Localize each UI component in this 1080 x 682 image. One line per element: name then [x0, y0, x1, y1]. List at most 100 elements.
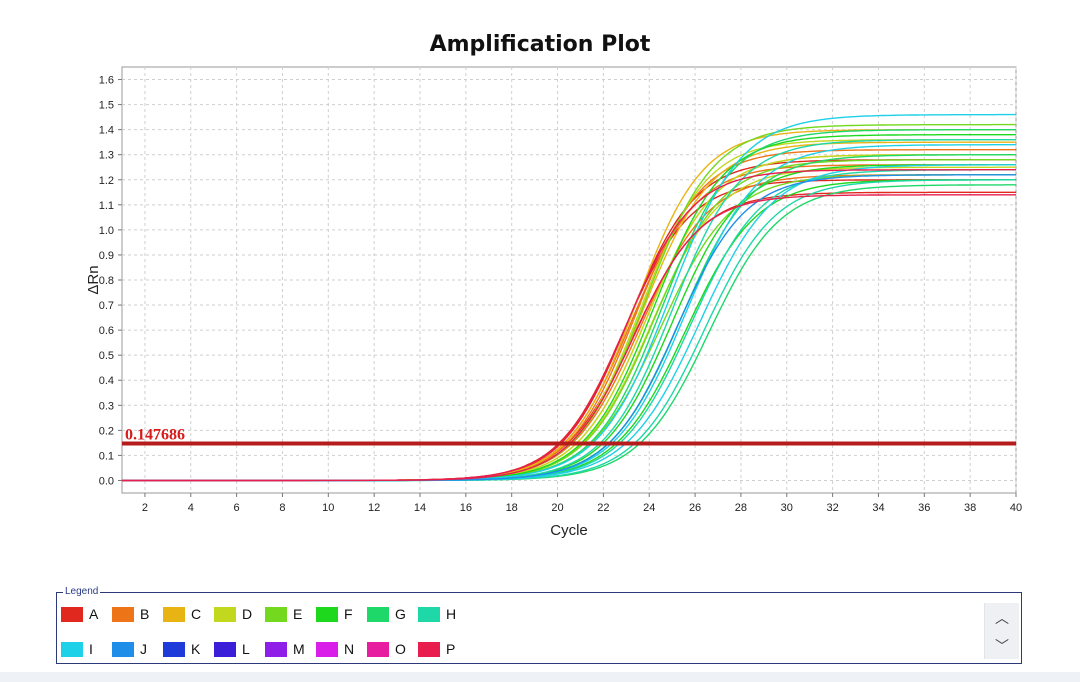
x-tick-label: 6: [234, 502, 240, 514]
legend-swatch: [418, 606, 440, 622]
legend-label: M: [293, 641, 305, 657]
legend-swatch: [367, 641, 389, 657]
y-tick-label: 1.6: [99, 75, 114, 87]
legend-item-c[interactable]: C: [163, 605, 214, 623]
legend-swatch: [112, 606, 134, 622]
legend-item-m[interactable]: M: [265, 640, 316, 658]
legend-swatch: [163, 641, 185, 657]
legend-swatch: [214, 641, 236, 657]
gridlines: [122, 67, 1017, 493]
legend-item-g[interactable]: G: [367, 605, 418, 623]
legend-title: Legend: [63, 585, 101, 599]
threshold-label: 0.147686: [125, 426, 185, 443]
y-tick-label: 1.0: [99, 225, 114, 237]
y-tick-label: 0.4: [99, 375, 114, 387]
legend-item-l[interactable]: L: [214, 640, 265, 658]
legend-item-a[interactable]: A: [61, 605, 112, 623]
x-tick-label: 2: [142, 502, 148, 514]
x-axis-label: Cycle: [550, 522, 588, 539]
y-tick-label: 1.1: [99, 200, 114, 212]
legend-swatch: [214, 606, 236, 622]
legend-item-j[interactable]: J: [112, 640, 163, 658]
x-tick-label: 26: [689, 502, 701, 514]
amplification-curves: [122, 113, 1016, 482]
legend-label: K: [191, 641, 201, 657]
legend-swatch: [367, 606, 389, 622]
legend-label: L: [242, 641, 250, 657]
x-tick-label: 28: [735, 502, 747, 514]
x-tick-label: 14: [414, 502, 426, 514]
threshold-group: 0.147686: [122, 426, 1016, 446]
x-tick-label: 10: [322, 502, 334, 514]
x-tick-label: 40: [1010, 502, 1022, 514]
legend-item-i[interactable]: I: [61, 640, 112, 658]
legend-item-d[interactable]: D: [214, 605, 265, 623]
legend-item-p[interactable]: P: [418, 640, 469, 658]
y-tick-label: 0.5: [99, 350, 114, 362]
x-tick-label: 32: [826, 502, 838, 514]
chevron-up-icon[interactable]: ︿: [995, 610, 1009, 626]
legend-swatch: [112, 641, 134, 657]
y-axis-ticks: 0.0 0.1 0.2 0.3 0.4 0.5 0.6 0.7 0.8 0.9 1.0 1.1 1.2 1…: [99, 75, 122, 487]
chevron-down-icon[interactable]: ﹀: [995, 638, 1009, 654]
legend-row: A B C D E F G H: [61, 605, 469, 623]
chart-title: Amplification Plot: [430, 32, 651, 57]
legend-label: A: [89, 606, 99, 622]
legend-swatch: [265, 606, 287, 622]
x-tick-label: 8: [279, 502, 285, 514]
legend-label: B: [140, 606, 150, 622]
legend-label: D: [242, 606, 253, 622]
legend-swatch: [265, 641, 287, 657]
amplification-plot-chart: Amplification Plot 0.147686 2 4 6 8 10 12 14 16…: [85, 32, 1022, 539]
x-tick-label: 16: [460, 502, 472, 514]
y-tick-label: 1.4: [99, 125, 114, 137]
footer-bar: [0, 672, 1080, 682]
legend-scrollbar[interactable]: ︿ ﹀: [984, 603, 1019, 659]
legend-item-h[interactable]: H: [418, 605, 469, 623]
legend-label: F: [344, 606, 353, 622]
legend-label: I: [89, 641, 93, 657]
legend-label: P: [446, 641, 456, 657]
legend-label: C: [191, 606, 202, 622]
y-tick-label: 0.0: [99, 475, 114, 487]
y-tick-label: 0.1: [99, 450, 114, 462]
legend-item-n[interactable]: N: [316, 640, 367, 658]
legend-item-k[interactable]: K: [163, 640, 214, 658]
legend-label: G: [395, 606, 406, 622]
x-tick-label: 24: [643, 502, 655, 514]
x-tick-label: 18: [506, 502, 518, 514]
x-tick-label: 30: [781, 502, 793, 514]
y-tick-label: 1.5: [99, 100, 114, 112]
legend-label: E: [293, 606, 303, 622]
legend-item-o[interactable]: O: [367, 640, 418, 658]
legend-swatch: [163, 606, 185, 622]
y-axis-label: ΔRn: [85, 265, 102, 294]
legend-swatch: [316, 641, 338, 657]
y-tick-label: 0.9: [99, 250, 114, 262]
x-tick-label: 4: [188, 502, 194, 514]
legend-label: H: [446, 606, 457, 622]
x-tick-label: 22: [597, 502, 609, 514]
x-tick-label: 20: [551, 502, 563, 514]
legend-swatch: [418, 641, 440, 657]
x-tick-label: 12: [368, 502, 380, 514]
x-tick-label: 34: [872, 502, 884, 514]
legend-item-b[interactable]: B: [112, 605, 163, 623]
x-tick-label: 36: [918, 502, 930, 514]
legend-label: J: [140, 641, 147, 657]
legend-swatch: [316, 606, 338, 622]
legend-label: O: [395, 641, 406, 657]
y-tick-label: 0.2: [99, 425, 114, 437]
legend-label: N: [344, 641, 355, 657]
legend-item-e[interactable]: E: [265, 605, 316, 623]
legend-item-f[interactable]: F: [316, 605, 367, 623]
legend-swatch: [61, 606, 83, 622]
legend-swatch: [61, 641, 83, 657]
y-tick-label: 1.3: [99, 150, 114, 162]
y-tick-label: 0.8: [99, 275, 114, 287]
y-tick-label: 0.3: [99, 400, 114, 412]
curve-P[interactable]: [122, 169, 1016, 482]
y-tick-label: 1.2: [99, 175, 114, 187]
legend-panel: Legend A B C D E F G H I J K L M N O P ︿ ﹀: [56, 585, 1022, 664]
y-tick-label: 0.6: [99, 325, 114, 337]
